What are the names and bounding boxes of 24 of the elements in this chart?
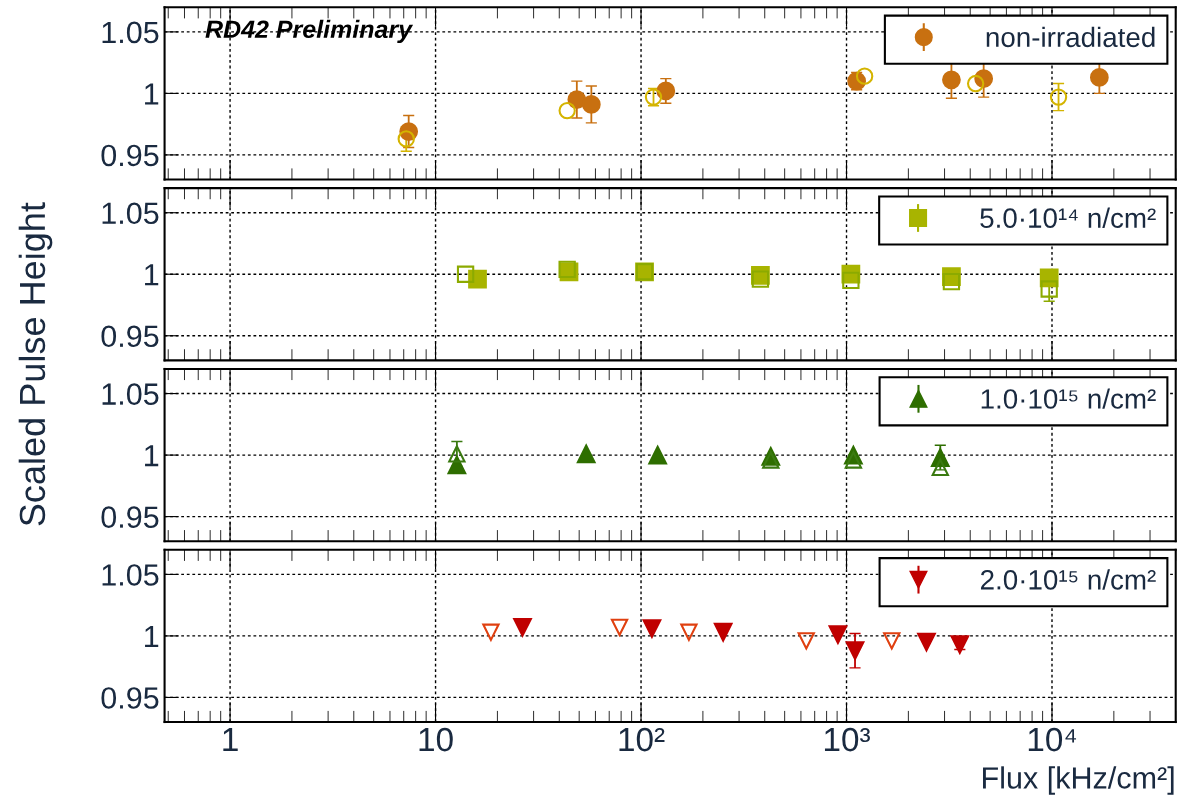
x-tick-label: 1 xyxy=(223,728,238,752)
x-tick-label: 10⁴ xyxy=(1028,727,1077,752)
y-tick-label: 1.05 xyxy=(102,564,159,586)
y-tick-label: 0.95 xyxy=(101,687,159,709)
x-tick-label: 10 xyxy=(419,727,453,752)
x-axis-title: Flux [kHz/cm²] xyxy=(983,766,1174,795)
y-tick-label: 1.05 xyxy=(102,383,159,405)
y-tick-label: 1 xyxy=(145,445,159,467)
y-tick-label: 1 xyxy=(145,83,159,105)
y-tick-label: 0.95 xyxy=(101,506,159,528)
y-tick-label: 1.05 xyxy=(102,21,159,44)
annotation: RD42 Preliminary xyxy=(205,19,414,44)
y-axis-title: Scaled Pulse Height xyxy=(18,202,53,526)
y-tick-label: 1 xyxy=(145,264,159,286)
y-tick-label: 0.95 xyxy=(101,325,159,348)
legend-label: non-irradiated xyxy=(986,26,1155,48)
legend-label: 2.0·10¹⁵ n/cm² xyxy=(980,569,1156,590)
y-tick-label: 1.05 xyxy=(102,202,159,225)
x-tick-label: 10³ xyxy=(824,727,870,752)
y-tick-label: 0.95 xyxy=(101,144,159,167)
y-tick-label: 1 xyxy=(145,625,159,647)
x-tick-label: 10² xyxy=(619,727,665,752)
legend-label: 1.0·10¹⁵ n/cm² xyxy=(981,388,1156,409)
legend-label: 5.0·10¹⁴ n/cm² xyxy=(980,207,1156,228)
